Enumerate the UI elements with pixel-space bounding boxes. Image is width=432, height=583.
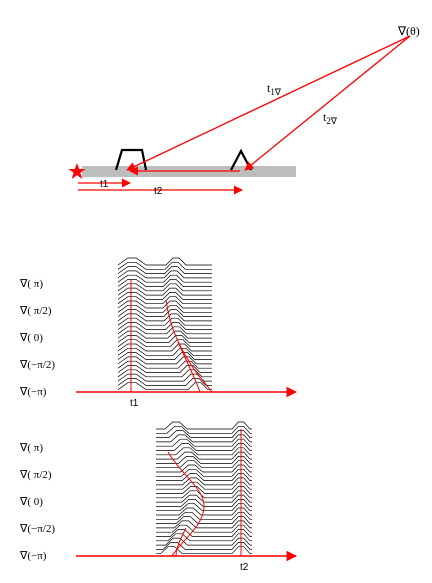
seismic-trace [156, 511, 252, 520]
seismic-trace [156, 447, 252, 456]
seismic-trace [117, 356, 212, 365]
p2-seismic-traces [156, 421, 252, 555]
p1-label-0: ∇( 0) [19, 332, 43, 344]
p1-label-pi: ∇( π) [19, 278, 43, 290]
seismic-trace [117, 343, 212, 352]
p2-label-pi: ∇( π) [19, 442, 43, 454]
seismic-trace [156, 494, 252, 503]
seismic-trace [156, 520, 252, 529]
seismic-trace [156, 537, 252, 546]
seismic-trace [156, 438, 252, 447]
seismic-trace [117, 339, 212, 348]
seismic-trace [117, 266, 212, 274]
seismic-trace [117, 274, 212, 283]
seismic-trace [117, 360, 212, 369]
seismic-trace [117, 279, 212, 287]
seismic-trace [156, 473, 252, 481]
seismic-trace [156, 464, 252, 473]
seismic-trace [117, 365, 212, 373]
p1-label-mpi: ∇(−π) [19, 386, 47, 398]
seismic-trace [117, 326, 212, 335]
seismic-trace [156, 546, 252, 555]
seismic-trace [117, 352, 212, 360]
seismic-trace [156, 477, 252, 486]
trapezoid-obstacle [114, 148, 148, 171]
p1-axis-label: t1 [130, 398, 139, 409]
seismic-trace [117, 322, 212, 330]
seismic-trace [117, 270, 212, 279]
moveout-curve [177, 341, 201, 393]
p2-label-mpi: ∇(−π) [19, 550, 47, 562]
p1-label-mpi2: ∇(−π/2) [19, 359, 55, 371]
seismic-trace [156, 443, 252, 451]
p2-label-0: ∇( 0) [19, 496, 43, 508]
ray-t1 [126, 35, 411, 171]
seismic-trace [156, 468, 252, 477]
seismic-trace [156, 503, 252, 512]
seismic-trace [117, 257, 212, 266]
moveout-curve [167, 451, 205, 557]
seismic-trace [156, 499, 252, 507]
seismic-trace [156, 507, 252, 516]
seismic-trace [156, 481, 252, 490]
panel-1: ∇( π) ∇( π/2) ∇( 0) ∇(−π/2) ∇(−π) t1 [19, 257, 298, 409]
t1-label: t1 [100, 179, 109, 190]
ray-t2 [244, 35, 411, 171]
source-label: ∇(θ) [397, 24, 420, 38]
seismic-trace [156, 533, 252, 542]
p1-seismic-traces [117, 257, 212, 391]
seismic-trace [156, 486, 252, 494]
seismic-trace [156, 434, 252, 443]
t2-label: t2 [154, 186, 163, 197]
seismic-trace [156, 529, 252, 537]
seismic-trace [117, 292, 212, 300]
seismic-trace [117, 300, 212, 309]
p2-axis-label: t2 [240, 562, 249, 573]
seismic-trace [117, 378, 212, 386]
ray2-label: t2∇ [323, 110, 338, 126]
panel-2: ∇( π) ∇( π/2) ∇( 0) ∇(−π/2) ∇(−π) t2 [19, 421, 298, 573]
p2-moveout-curves [167, 429, 242, 557]
seismic-trace [117, 296, 212, 305]
seismic-trace [156, 542, 252, 550]
seismic-trace [156, 460, 252, 469]
seismic-trace [117, 335, 212, 343]
top-sketch: t1 t2 ∇(θ) t1∇ t2∇ [68, 24, 420, 197]
seismic-trace [156, 421, 252, 430]
seismic-trace [117, 347, 212, 356]
p2-label-pi2: ∇( π/2) [19, 469, 52, 481]
p2-label-mpi2: ∇(−π/2) [19, 523, 55, 535]
seismic-trace [117, 261, 212, 270]
seismic-trace [156, 456, 252, 464]
star-icon [68, 163, 86, 179]
seismic-trace [117, 317, 212, 326]
seismic-trace [156, 425, 252, 434]
seismic-trace [156, 524, 252, 533]
p1-label-pi2: ∇( π/2) [19, 305, 52, 317]
seismic-trace [117, 330, 212, 339]
seismic-trace [156, 490, 252, 499]
seismic-trace [156, 451, 252, 460]
moveout-curve [175, 527, 187, 557]
ray1-label: t1∇ [267, 81, 282, 97]
seismic-trace [156, 516, 252, 524]
p1-moveout-curves [130, 280, 213, 393]
seismic-trace [156, 430, 252, 438]
